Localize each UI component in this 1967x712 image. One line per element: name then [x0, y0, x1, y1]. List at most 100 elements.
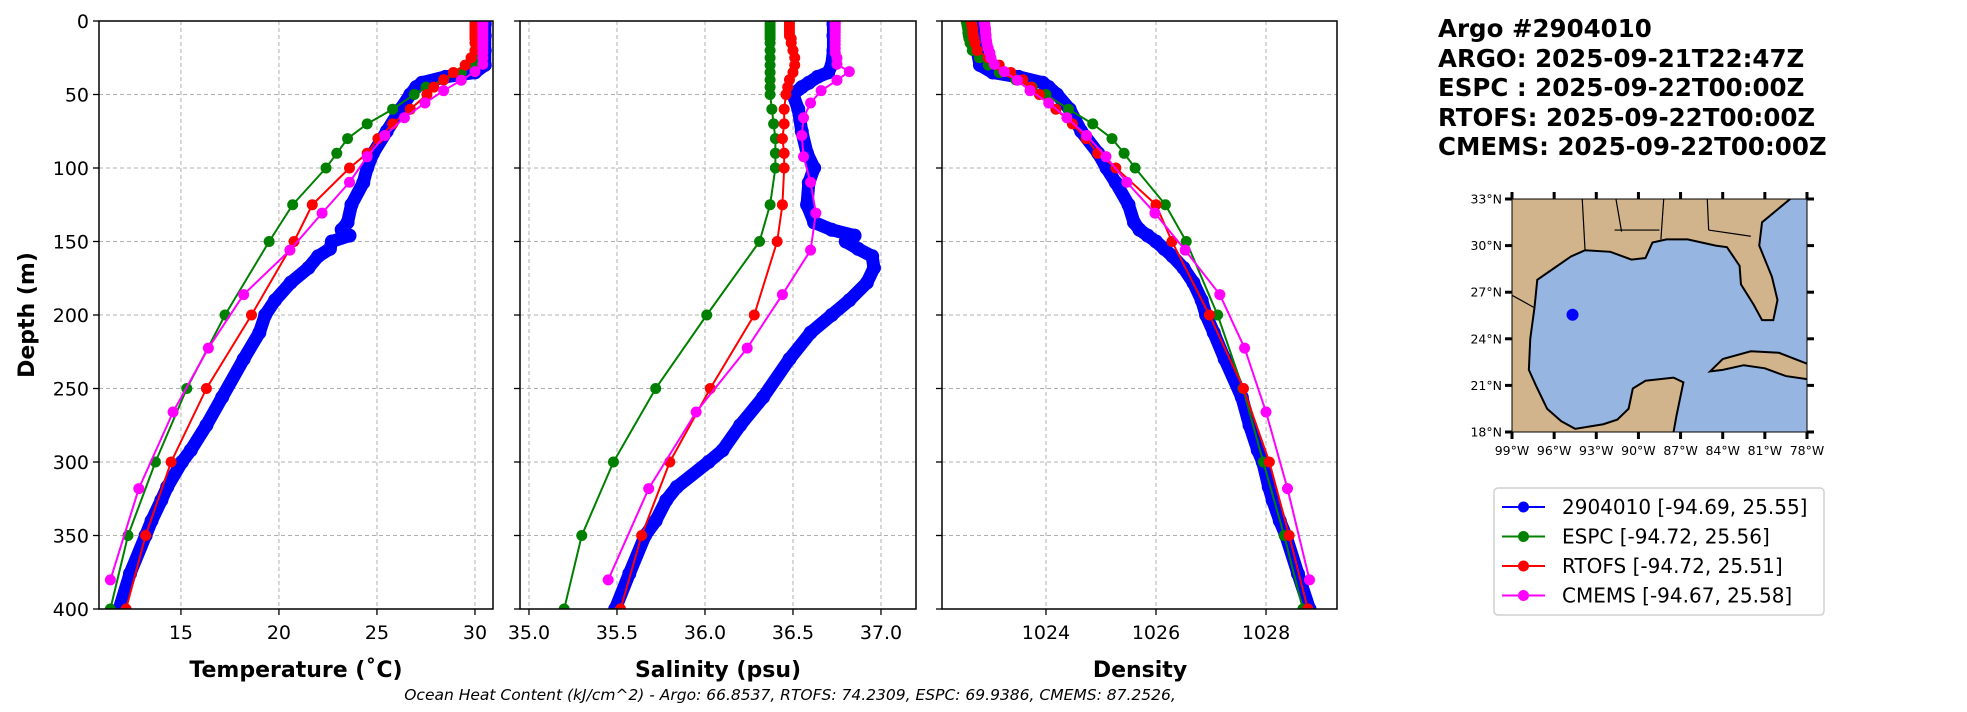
x-axis-label-salinity: Salinity (psu) [635, 658, 801, 683]
data-point-argo-2904010 [360, 161, 375, 175]
data-point-argo-2904010 [803, 325, 818, 340]
data-point-rtofs [344, 162, 356, 174]
state-border [1706, 199, 1710, 231]
data-point-argo-2904010 [1206, 325, 1221, 340]
legend-label: CMEMS [-94.67, 25.58] [1562, 584, 1792, 608]
data-point-espc [766, 103, 778, 115]
float-title: Argo #2904010 [1438, 14, 1652, 43]
data-point-argo-2904010 [669, 479, 684, 494]
data-point-argo-2904010 [756, 390, 771, 405]
data-point-rtofs [1033, 89, 1045, 100]
cuba-land [1707, 350, 1807, 381]
data-point-argo-2904010 [782, 352, 797, 367]
data-point-rtofs [771, 236, 783, 247]
lat-tick-label: 27°N [1470, 285, 1502, 300]
data-point-cmems [1281, 483, 1293, 495]
data-point-espc [764, 199, 776, 211]
data-point-espc [387, 103, 399, 115]
data-point-argo-2904010 [268, 293, 283, 308]
data-point-rtofs [971, 44, 983, 56]
data-point-argo-2904010 [1108, 175, 1123, 190]
lat-tick-label: 30°N [1470, 238, 1502, 253]
data-point-argo-2904010 [311, 249, 326, 264]
x-tick-label: 1024 [1022, 622, 1070, 644]
data-point-argo-2904010 [659, 493, 674, 508]
data-point-espc [768, 118, 780, 130]
data-point-espc [701, 309, 713, 321]
data-point-cmems [796, 130, 808, 142]
y-tick-label: 50 [65, 85, 89, 107]
data-point-argo-2904010 [258, 308, 273, 322]
legend-marker [1518, 560, 1529, 572]
data-point-cmems [477, 58, 489, 70]
data-point-rtofs [1302, 603, 1314, 609]
data-point-espc [263, 236, 275, 247]
profile-panels: 0 50 100 150 200 250 300 350 400 15 20 25 30 35.0 35.5… [53, 11, 1338, 644]
data-point-rtofs [778, 162, 790, 174]
legend-marker [1518, 501, 1529, 513]
data-point-argo-2904010 [842, 293, 857, 308]
data-point-argo-2904010 [344, 197, 359, 212]
data-point-argo-2904010 [252, 325, 267, 340]
lat-tick-label: 33°N [1470, 192, 1502, 207]
x-tick-label: 35.0 [508, 622, 550, 644]
lon-tick-label: 81°W [1748, 443, 1783, 458]
data-point-rtofs [776, 199, 788, 211]
data-point-rtofs [428, 81, 440, 93]
gulf-water [1527, 199, 1807, 432]
map-content [1512, 199, 1807, 432]
data-point-cmems [1100, 151, 1112, 163]
legend: 2904010 [-94.69, 25.55] ESPC [-94.72, 25.… [1493, 487, 1825, 616]
data-point-rtofs [1263, 456, 1275, 468]
x-tick-label: 37.0 [860, 622, 902, 644]
state-border [1708, 229, 1751, 237]
data-point-cmems [798, 112, 810, 124]
data-point-espc [769, 147, 781, 159]
y-tick-label: 200 [53, 305, 89, 327]
data-point-argo-2904010 [865, 249, 880, 264]
data-point-espc [754, 236, 766, 247]
data-point-cmems [1214, 289, 1226, 301]
data-point-argo-2904010 [215, 390, 230, 405]
data-point-cmems [1239, 342, 1251, 354]
data-point-rtofs [778, 118, 790, 130]
data-point-cmems [167, 406, 179, 418]
data-point-argo-2904010 [301, 260, 316, 275]
y-tick-label: 0 [77, 11, 89, 33]
data-point-cmems [1024, 85, 1036, 97]
data-point-cmems [316, 207, 328, 219]
data-point-cmems [379, 130, 391, 142]
data-point-cmems [1043, 97, 1055, 109]
data-point-rtofs [1237, 383, 1249, 394]
data-point-espc [1106, 133, 1118, 145]
data-point-cmems [1081, 130, 1093, 142]
data-point-rtofs [1203, 309, 1215, 321]
data-point-cmems [602, 574, 614, 586]
data-point-cmems [843, 66, 855, 78]
data-point-cmems [815, 85, 827, 97]
legend-label: 2904010 [-94.69, 25.55] [1562, 495, 1807, 519]
legend-label: ESPC [-94.72, 25.56] [1562, 525, 1770, 549]
series-line-argo-2904010 [112, 21, 492, 609]
data-point-argo-2904010 [715, 443, 730, 458]
cmems-time: CMEMS: 2025-09-22T00:00Z [1438, 132, 1827, 162]
lon-tick-label: 93°W [1579, 443, 1614, 458]
data-point-rtofs [288, 236, 300, 247]
lon-tick-label: 84°W [1705, 443, 1740, 458]
data-point-argo-2904010 [866, 260, 881, 275]
argo-float-marker [1566, 308, 1579, 321]
series-line-argo-2904010 [969, 21, 1316, 609]
data-point-cmems [238, 289, 250, 301]
data-point-argo-2904010 [648, 513, 663, 528]
data-point-cmems [419, 97, 431, 109]
data-point-espc [1063, 103, 1075, 115]
data-point-argo-2904010 [356, 175, 371, 190]
data-point-rtofs [776, 133, 788, 145]
panel-0: 0 50 100 150 200 250 300 350 400 15 20 25 30 [53, 11, 494, 644]
lon-tick-label: 87°W [1663, 443, 1698, 458]
data-point-espc [287, 199, 299, 211]
data-point-cmems [643, 483, 655, 495]
y-tick-label: 250 [53, 379, 89, 401]
data-point-rtofs [246, 309, 258, 321]
